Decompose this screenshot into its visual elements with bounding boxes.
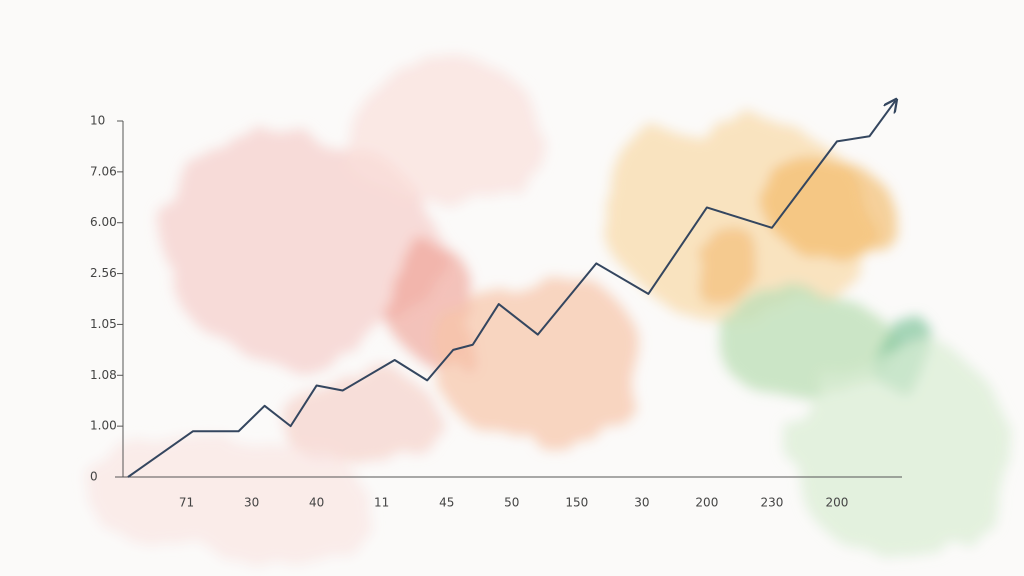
x-tick-label: 230 [760,496,783,510]
y-tick-label: 0 [90,470,98,484]
x-tick-label: 30 [244,496,259,510]
x-tick-label: 45 [439,496,454,510]
x-tick-label: 50 [504,496,519,510]
y-tick-label: 10 [90,114,105,128]
y-tick-label: 6.00 [90,215,117,229]
x-tick-label: 30 [634,496,649,510]
x-tick-label: 40 [309,496,324,510]
x-tick-label: 11 [374,496,389,510]
y-tick-label: 2.56 [90,266,117,280]
x-tick-label: 200 [826,496,849,510]
x-tick-label: 150 [565,496,588,510]
watercolor-background [90,55,1010,560]
y-tick-label: 1.00 [90,419,117,433]
y-tick-label: 1.05 [90,317,117,331]
y-tick-label: 1.08 [90,368,117,382]
x-tick-label: 200 [695,496,718,510]
line-series [127,101,895,478]
x-tick-label: 71 [179,496,194,510]
y-tick-label: 7.06 [90,164,117,178]
